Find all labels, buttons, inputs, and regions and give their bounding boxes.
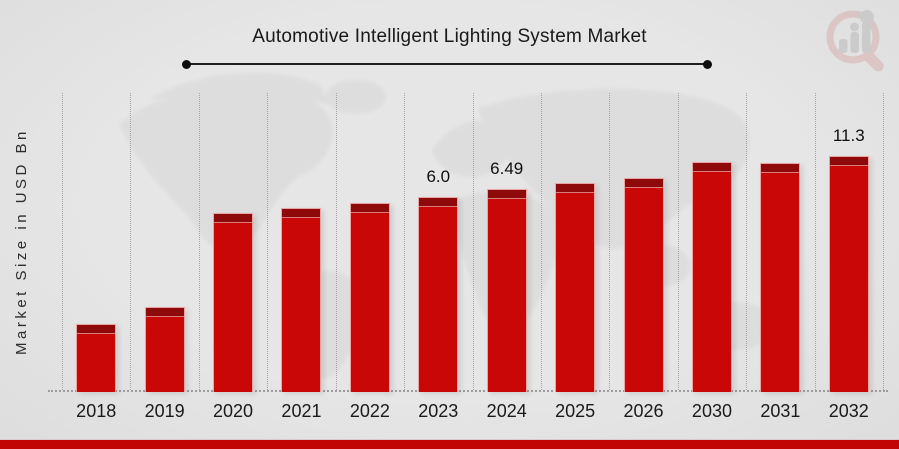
bar-cap — [214, 214, 253, 223]
magnifier-handle-icon — [863, 51, 884, 72]
bar-2022 — [349, 203, 390, 392]
bar-cap — [419, 198, 458, 207]
bar-value-label-2032: 11.3 — [832, 126, 865, 145]
column-separator-dotted-line — [130, 93, 132, 390]
bar-2024 — [486, 189, 527, 392]
column-separator-dotted-line — [677, 93, 679, 390]
y-axis-label: Market Size in USD Bn — [13, 128, 30, 355]
bar-2019 — [144, 307, 185, 392]
column-separator-dotted-line — [472, 93, 474, 390]
bar-cap — [761, 164, 800, 173]
column-separator-dotted-line — [198, 93, 200, 390]
underline-left-dot-icon — [182, 59, 191, 69]
column-separator-dotted-line — [267, 93, 269, 390]
bottom-red-banner — [0, 439, 899, 449]
bar-2025 — [555, 183, 596, 392]
bar-2032 — [828, 156, 869, 392]
bar-2026 — [623, 178, 664, 392]
bar-2018 — [76, 324, 117, 392]
bar-2020 — [213, 213, 254, 392]
bar-cap — [556, 184, 595, 193]
bar-cap — [487, 190, 526, 199]
x-tick-label-2022: 2022 — [349, 401, 390, 421]
bar-value-label-2024: 6.49 — [490, 159, 524, 178]
column-separator-dotted-line — [335, 93, 337, 390]
bar-cap — [77, 325, 116, 334]
underline-right-dot-icon — [703, 59, 712, 69]
x-tick-label-2025: 2025 — [555, 401, 596, 421]
magnifier-ring-icon — [826, 10, 880, 64]
bar-value-label-2023: 6.0 — [426, 167, 451, 186]
column-separator-dotted-line — [609, 93, 611, 390]
column-separator-dotted-line — [814, 93, 816, 390]
title-underline — [182, 59, 712, 69]
x-tick-label-2032: 2032 — [828, 401, 869, 421]
x-tick-label-2026: 2026 — [623, 401, 664, 421]
page-title: Automotive Intelligent Lighting System M… — [252, 26, 647, 47]
bar-2021 — [281, 208, 322, 392]
bar-2023 — [418, 197, 459, 392]
x-axis-baseline — [48, 390, 888, 392]
bar-cap — [282, 209, 321, 218]
bar-2031 — [760, 163, 801, 392]
column-separator-dotted-line — [540, 93, 542, 390]
column-separator-dotted-line — [883, 93, 884, 390]
magnifier-bar-chart-logo — [820, 6, 894, 74]
bar-cap — [692, 163, 731, 172]
bar-cap — [829, 157, 868, 166]
bar-cap — [145, 308, 184, 317]
bar-2030 — [691, 162, 732, 392]
x-tick-label-2030: 2030 — [691, 401, 732, 421]
x-tick-label-2021: 2021 — [281, 401, 322, 421]
x-tick-label-2019: 2019 — [144, 401, 185, 421]
x-tick-label-2023: 2023 — [418, 401, 459, 421]
column-separator-dotted-line — [62, 93, 63, 390]
bar-cap — [350, 204, 389, 213]
x-tick-label-2018: 2018 — [76, 401, 117, 421]
bar-cap — [624, 179, 663, 188]
x-tick-label-2020: 2020 — [213, 401, 254, 421]
column-separator-dotted-line — [746, 93, 748, 390]
x-tick-label-2031: 2031 — [760, 401, 801, 421]
x-tick-label-2024: 2024 — [486, 401, 527, 421]
column-separator-dotted-line — [404, 93, 406, 390]
